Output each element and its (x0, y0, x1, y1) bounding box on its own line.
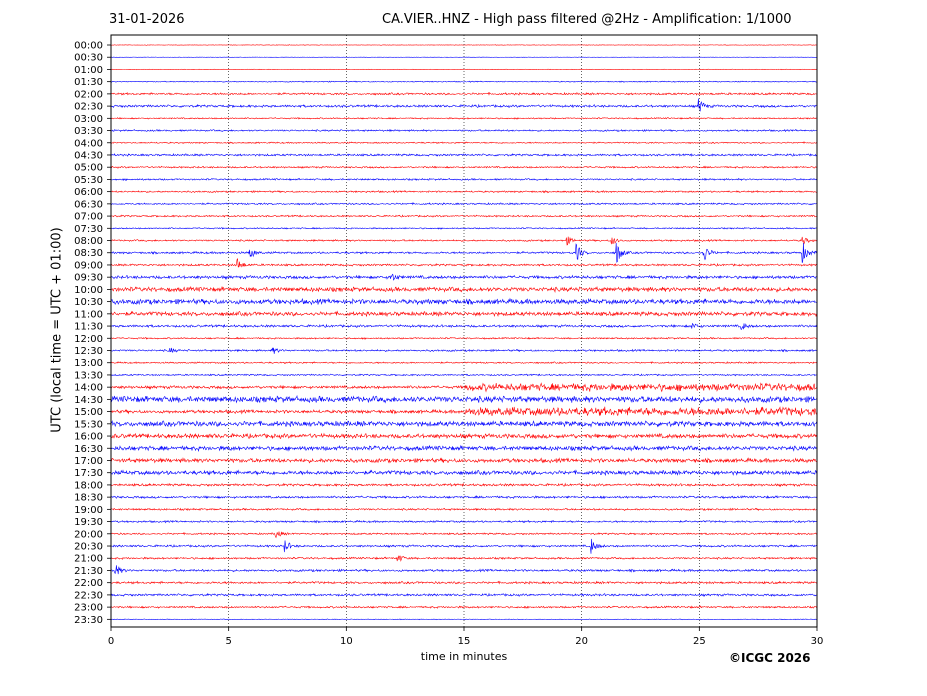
trace-0800 (111, 236, 817, 246)
trace-1830 (110, 495, 817, 500)
y-tick-label: 09:00 (74, 260, 103, 271)
trace-2330 (110, 618, 817, 621)
trace-1100 (110, 310, 817, 318)
x-tick-label: 30 (811, 636, 824, 647)
x-tick-label: 0 (108, 636, 114, 647)
y-tick-label: 23:30 (74, 615, 103, 626)
y-tick-label: 16:30 (74, 444, 103, 455)
y-tick-label: 00:00 (74, 41, 103, 52)
trace-0900 (110, 258, 817, 268)
y-tick-label: 23:00 (74, 603, 103, 614)
trace-2230 (110, 592, 817, 597)
trace-1500 (110, 406, 817, 417)
x-axis-label: time in minutes (420, 650, 508, 663)
trace-0130 (110, 80, 817, 83)
vertical-gridlines (228, 35, 700, 627)
y-tick-label: 14:00 (74, 383, 103, 394)
y-tick-label: 22:30 (74, 590, 103, 601)
y-tick-label: 18:30 (74, 493, 103, 504)
trace-0230 (110, 98, 817, 112)
trace-1630 (110, 444, 817, 452)
y-tick-label: 06:00 (74, 187, 103, 198)
y-tick-label: 17:30 (74, 468, 103, 479)
x-tick-label: 15 (458, 636, 471, 647)
y-tick-label: 13:00 (74, 358, 103, 369)
trace-0200 (110, 91, 817, 96)
copyright-label: ©ICGC 2026 (729, 651, 811, 665)
y-tick-label: 02:00 (74, 89, 103, 100)
y-tick-label: 09:30 (74, 273, 103, 284)
y-tick-label: 10:30 (74, 297, 103, 308)
y-tick-label: 11:30 (74, 322, 103, 333)
chart-title: CA.VIER..HNZ - High pass filtered @2Hz -… (382, 12, 792, 27)
y-tick-label: 08:00 (74, 236, 103, 247)
y-tick-label: 06:30 (74, 199, 103, 210)
y-tick-label: 17:00 (74, 456, 103, 467)
x-tick-label: 5 (225, 636, 231, 647)
y-tick-label: 15:00 (74, 407, 103, 418)
trace-0830 (110, 242, 817, 263)
y-tick-label: 12:00 (74, 334, 103, 345)
y-tick-label: 22:00 (74, 578, 103, 589)
x-tick-label: 10 (340, 636, 353, 647)
y-tick-label: 05:30 (74, 175, 103, 186)
y-tick-label: 04:00 (74, 138, 103, 149)
x-tick-label: 20 (575, 636, 588, 647)
y-tick-label: 19:00 (74, 505, 103, 516)
y-tick-label: 20:00 (74, 529, 103, 540)
y-tick-label: 01:30 (74, 77, 103, 88)
y-tick-label: 13:30 (74, 370, 103, 381)
x-tick-label: 25 (693, 636, 706, 647)
y-tick-label: 00:30 (74, 53, 103, 64)
trace-2300 (110, 605, 817, 609)
x-axis-ticks: 0 5 10 15 20 25 30 (108, 627, 824, 647)
y-tick-label: 07:30 (74, 224, 103, 235)
y-tick-label: 02:30 (74, 102, 103, 113)
trace-2130 (110, 565, 817, 575)
y-tick-label: 19:30 (74, 517, 103, 528)
y-tick-label: 05:00 (74, 163, 103, 174)
y-axis-label: UTC (local time = UTC + 01:00) (49, 227, 65, 433)
y-tick-label: 04:30 (74, 150, 103, 161)
trace-0100 (110, 68, 817, 71)
y-tick-label: 08:30 (74, 248, 103, 259)
y-tick-label: 03:00 (74, 114, 103, 125)
trace-0300 (110, 116, 817, 120)
trace-2200 (110, 580, 817, 585)
y-tick-label: 20:30 (74, 542, 103, 553)
trace-1400 (110, 382, 817, 393)
y-tick-label: 21:30 (74, 566, 103, 577)
date-label: 31-01-2026 (109, 12, 185, 27)
y-tick-label: 15:30 (74, 419, 103, 430)
y-tick-label: 11:00 (74, 309, 103, 320)
y-tick-label: 21:00 (74, 554, 103, 565)
y-tick-label: 18:00 (74, 480, 103, 491)
y-tick-label: 10:00 (74, 285, 103, 296)
y-tick-label: 03:30 (74, 126, 103, 137)
y-tick-label: 01:00 (74, 65, 103, 76)
y-tick-label: 12:30 (74, 346, 103, 357)
trace-1600 (110, 432, 817, 440)
trace-1730 (110, 469, 817, 477)
y-tick-label: 16:00 (74, 432, 103, 443)
plot-frame (110, 34, 818, 628)
y-tick-label: 07:00 (74, 212, 103, 223)
y-tick-label: 14:30 (74, 395, 103, 406)
